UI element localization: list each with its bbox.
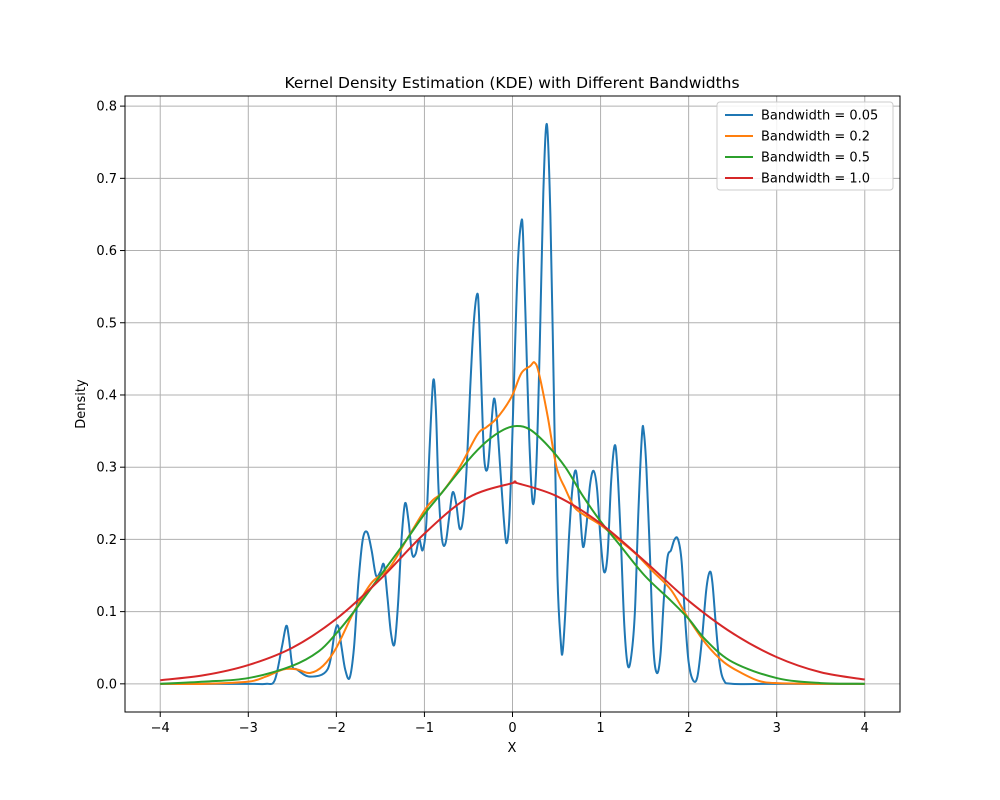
legend-label-0: Bandwidth = 0.05 (761, 109, 878, 124)
y-tick-label: 0.7 (96, 172, 117, 187)
x-tick-label: 2 (684, 721, 692, 736)
plot-lines (160, 123, 865, 686)
legend-label-1: Bandwidth = 0.2 (761, 130, 870, 145)
y-axis-label: Density (74, 379, 89, 429)
y-tick-label: 0.8 (96, 100, 117, 115)
y-tick-label: 0.0 (96, 677, 117, 692)
y-tick-label: 0.1 (96, 605, 117, 620)
y-tick-label: 0.4 (96, 388, 117, 403)
x-tick-label: −2 (327, 721, 346, 736)
y-axis: 0.0 0.1 0.2 0.3 0.4 0.5 0.6 0.7 0.8 (96, 100, 125, 692)
chart-title: Kernel Density Estimation (KDE) with Dif… (284, 74, 739, 92)
series-line-0 (160, 123, 865, 686)
series-line-2 (160, 425, 865, 685)
legend-box (716, 101, 894, 191)
series-line-3 (160, 480, 865, 682)
x-axis-label: X (508, 741, 517, 756)
y-tick-label: 0.6 (96, 244, 117, 259)
x-axis: −4 −3 −2 −1 0 1 2 3 4 (151, 712, 869, 736)
x-tick-label: 4 (861, 721, 869, 736)
legend-label-2: Bandwidth = 0.5 (761, 151, 870, 166)
legend: Bandwidth = 0.05 Bandwidth = 0.2 Bandwidth… (716, 101, 894, 191)
x-tick-label: 1 (596, 721, 604, 736)
y-tick-label: 0.5 (96, 316, 117, 331)
x-tick-label: −4 (151, 721, 170, 736)
y-tick-label: 0.2 (96, 533, 117, 548)
legend-label-3: Bandwidth = 1.0 (761, 172, 870, 187)
x-tick-label: 0 (508, 721, 516, 736)
y-tick-label: 0.3 (96, 461, 117, 476)
x-tick-label: 3 (773, 721, 781, 736)
x-tick-label: −3 (239, 721, 258, 736)
x-tick-label: −1 (415, 721, 434, 736)
